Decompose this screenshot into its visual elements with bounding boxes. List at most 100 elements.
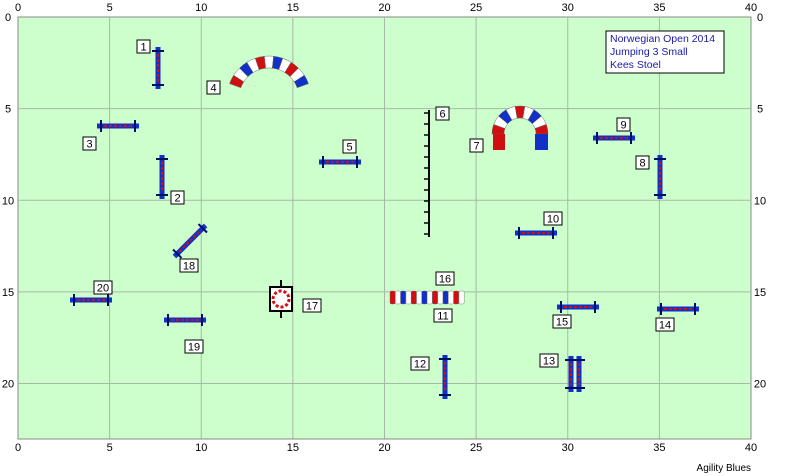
tunnel-7-entry [493, 134, 505, 150]
x-tick-top: 40 [745, 2, 757, 14]
tire-17 [269, 280, 293, 318]
x-tick-bottom: 20 [378, 442, 390, 454]
tunnel-segment [411, 290, 417, 305]
number-box [635, 155, 650, 170]
credit-text: Agility Blues [697, 463, 751, 474]
tunnel-4 [229, 55, 309, 89]
y-tick-left: 10 [2, 195, 14, 207]
jump-1 [152, 47, 164, 89]
number-label-8: 8 [639, 158, 645, 170]
weave-poles-6 [424, 110, 430, 237]
y-tick-right: 0 [757, 12, 763, 24]
tunnel-segment [395, 290, 401, 305]
number-box [93, 280, 113, 295]
number-box [655, 317, 675, 332]
jump-18 [172, 223, 208, 259]
jump-10 [515, 227, 557, 239]
y-tick-left: 20 [2, 379, 14, 391]
x-tick-bottom: 5 [107, 442, 113, 454]
tunnel-segment [416, 290, 423, 305]
tunnel-segment [405, 290, 412, 305]
jump-2 [156, 155, 168, 199]
tunnel-segment [458, 290, 465, 305]
jump-14 [657, 303, 699, 315]
number-box [184, 339, 204, 354]
tunnel-segment [442, 290, 449, 305]
jump-wing-bar [70, 297, 112, 303]
tunnel-segment [264, 55, 274, 69]
number-label-6: 6 [439, 109, 445, 121]
tunnel-segment [400, 290, 407, 305]
jump-upright [172, 248, 183, 259]
number-label-7: 7 [473, 141, 479, 153]
number-box [616, 117, 631, 132]
number-box [179, 258, 199, 273]
x-tick-top: 10 [195, 2, 207, 14]
jump-9 [593, 132, 635, 144]
grid [18, 17, 751, 439]
x-tick-bottom: 30 [562, 442, 574, 454]
jump-13b [573, 356, 585, 392]
number-label-17: 17 [306, 301, 318, 313]
jump-8 [654, 155, 666, 199]
number-box [342, 139, 357, 154]
tunnel-segment [432, 290, 438, 305]
number-box [469, 138, 484, 153]
y-tick-left: 5 [5, 104, 11, 116]
x-tick-bottom: 10 [195, 442, 207, 454]
x-tick-bottom: 35 [653, 442, 665, 454]
jump-wing-bar [657, 306, 699, 312]
jump-wing-bar [97, 123, 139, 129]
number-label-14: 14 [659, 320, 671, 332]
number-box [136, 39, 151, 54]
info-box-frame [605, 30, 725, 74]
jump-20 [70, 294, 112, 306]
tire-ring [271, 289, 291, 309]
y-tick-right: 5 [757, 104, 763, 116]
number-label-9: 9 [620, 120, 626, 132]
info-class: Jumping 3 Small [610, 46, 688, 58]
number-box [552, 314, 572, 329]
number-box [170, 190, 185, 205]
tunnel-segment [293, 74, 309, 89]
y-tick-left: 0 [5, 12, 11, 24]
number-label-11: 11 [437, 311, 448, 323]
x-tick-top: 35 [653, 2, 665, 14]
jump-wing-bar [319, 159, 361, 165]
jump-5 [319, 156, 361, 168]
info-event: Norwegian Open 2014 [610, 33, 715, 45]
jump-wing-bar [155, 47, 161, 89]
y-tick-right: 10 [754, 195, 766, 207]
number-box [435, 106, 450, 121]
y-tick-right: 20 [754, 379, 766, 391]
y-tick-right: 15 [754, 287, 766, 299]
number-label-16: 16 [439, 274, 451, 286]
x-tick-top: 30 [562, 2, 574, 14]
x-tick-top: 15 [287, 2, 299, 14]
x-tick-top: 0 [15, 2, 21, 14]
jump-wing-bar [515, 230, 557, 236]
number-label-18: 18 [183, 261, 195, 273]
y-tick-left: 15 [2, 287, 14, 299]
number-label-4: 4 [210, 83, 216, 95]
number-label-10: 10 [547, 214, 559, 226]
tunnel-segment [437, 290, 444, 305]
course-info-box: Norwegian Open 2014 Jumping 3 Small Kees… [605, 30, 725, 74]
number-label-2: 2 [174, 193, 180, 205]
tunnel-7 [491, 105, 549, 135]
number-label-15: 15 [556, 317, 568, 329]
obstacles [70, 47, 699, 399]
x-tick-bottom: 0 [15, 442, 21, 454]
number-label-20: 20 [97, 283, 109, 295]
jump-3 [97, 120, 139, 132]
number-label-19: 19 [188, 342, 200, 354]
number-box [435, 271, 455, 286]
number-box [82, 136, 97, 151]
x-tick-top: 25 [470, 2, 482, 14]
tunnel-segment [448, 290, 454, 305]
jump-19 [164, 314, 206, 326]
jump-15 [557, 301, 599, 313]
